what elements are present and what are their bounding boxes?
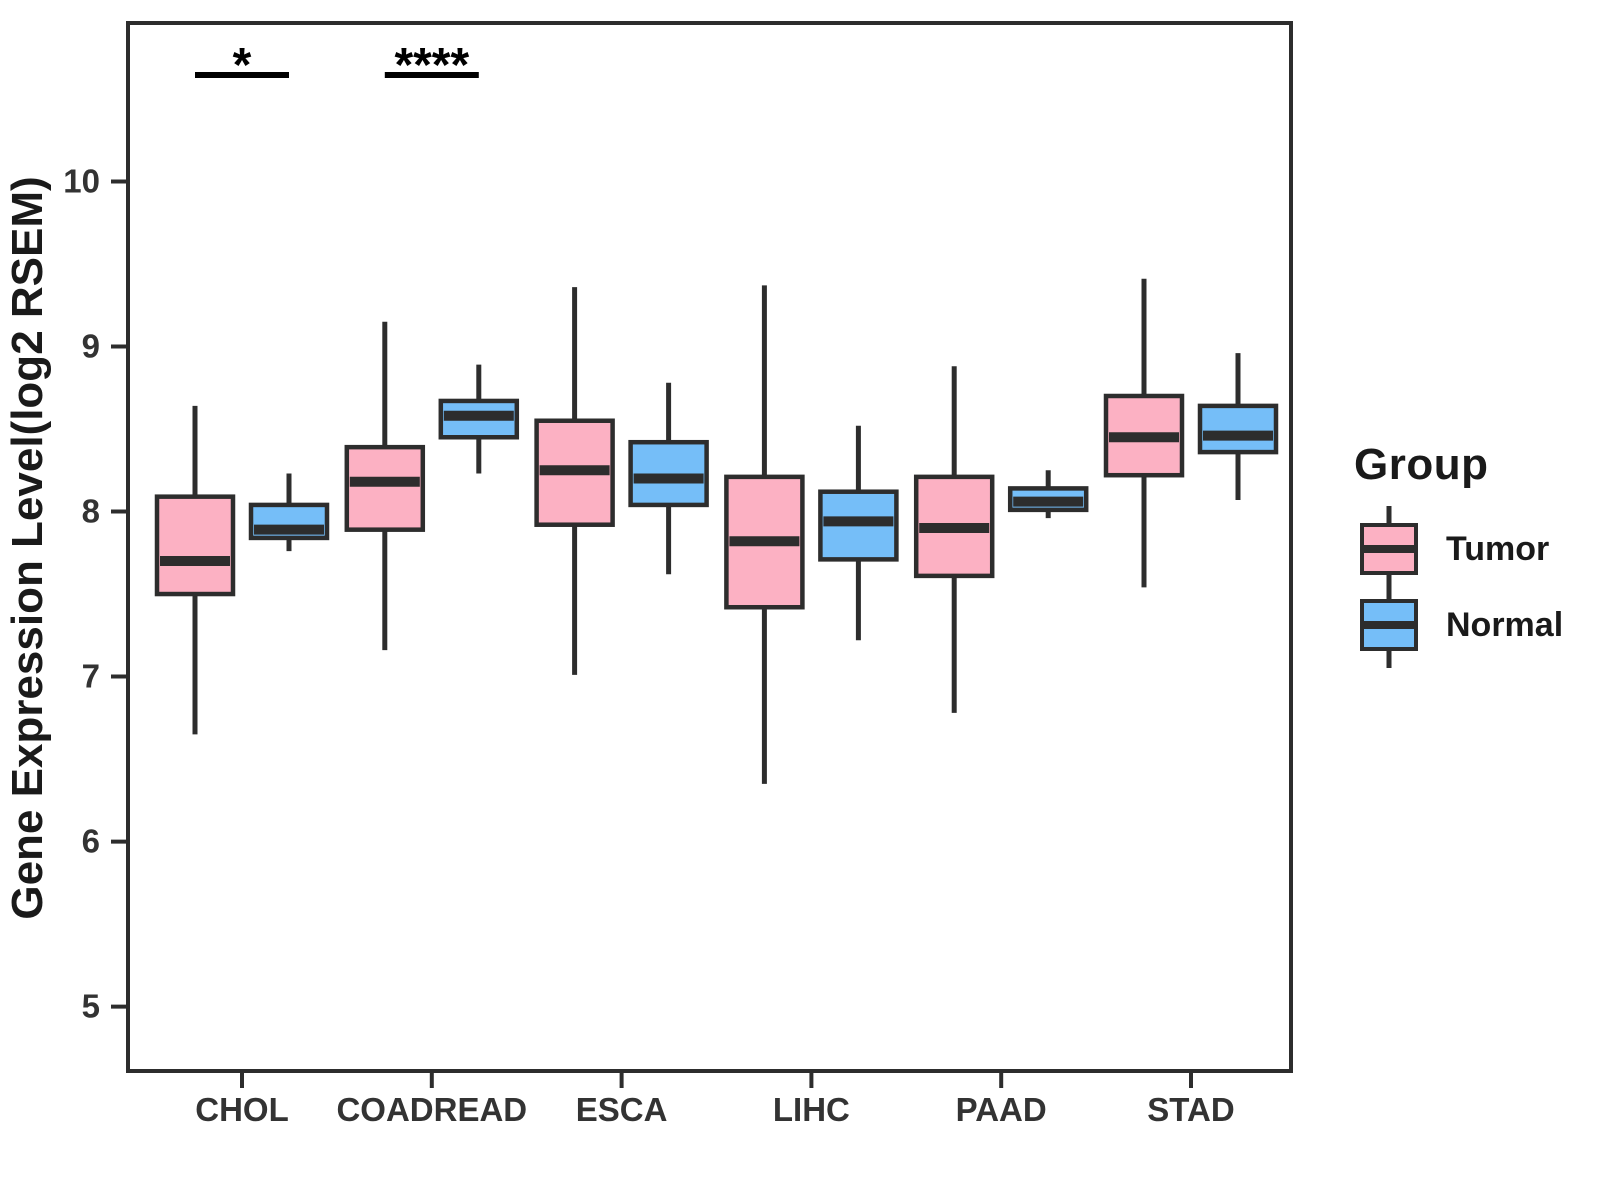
significance-stars-chol: * [233, 39, 252, 92]
x-axis-label-coadread: COADREAD [336, 1091, 527, 1128]
y-axis-title: Gene Expression Level(log2 RSEM) [3, 176, 52, 919]
normal-boxplot-key-icon [1360, 582, 1418, 668]
key-median [1364, 621, 1414, 629]
key-box [1360, 599, 1418, 651]
x-axis-label-stad: STAD [1147, 1091, 1234, 1128]
panel-border [126, 21, 1293, 1073]
box-tumor-chol [154, 494, 236, 597]
tumor-boxplot-key-icon [1360, 506, 1418, 592]
x-axis-label-paad: PAAD [956, 1091, 1047, 1128]
legend: Group Tumor Normal [1338, 440, 1563, 668]
legend-item-tumor: Tumor [1360, 506, 1563, 592]
legend-title: Group [1354, 440, 1489, 489]
key-median [1364, 545, 1414, 553]
box-tumor-coadread [344, 444, 426, 532]
box-normal-stad [1197, 403, 1279, 455]
y-axis-tick-label: 8 [82, 493, 100, 530]
y-axis-tick-label: 6 [82, 823, 100, 860]
y-axis-tick-label: 5 [82, 988, 100, 1025]
x-axis-label-lihc: LIHC [773, 1091, 850, 1128]
legend-label-tumor: Tumor [1446, 529, 1550, 568]
y-axis-tick-label: 9 [82, 327, 100, 364]
y-axis-tick-label: 10 [63, 162, 100, 199]
significance-stars-coadread: **** [394, 39, 469, 92]
legend-label-normal: Normal [1446, 605, 1564, 644]
legend-item-normal: Normal [1360, 582, 1563, 668]
key-box [1360, 523, 1418, 575]
x-axis-label-chol: CHOL [195, 1091, 289, 1128]
y-axis-tick-label: 7 [82, 658, 100, 695]
x-axis-label-esca: ESCA [576, 1091, 668, 1128]
